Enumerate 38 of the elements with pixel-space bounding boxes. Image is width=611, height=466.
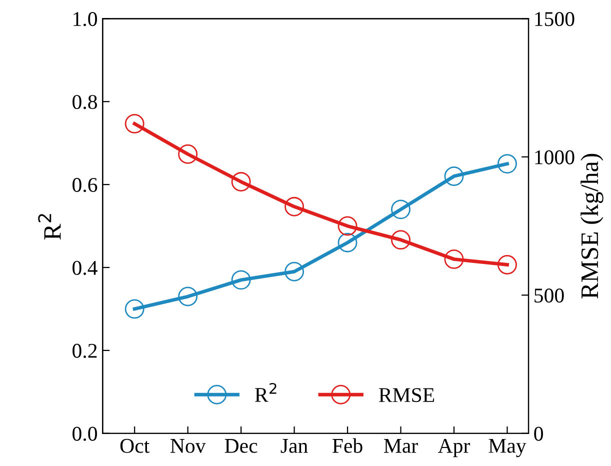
point: [498, 154, 517, 174]
point: [124, 299, 144, 319]
y-tick-label: 0.8: [72, 94, 97, 110]
y-tick-label: 0.4: [72, 260, 98, 276]
point: [231, 172, 251, 192]
legend-label: R$^{2}$: [255, 382, 276, 402]
x-tick-label: Feb: [332, 438, 362, 453]
y2-tick-label: 1500: [535, 12, 574, 26]
point: [338, 216, 358, 236]
y-tick-label: 0.2: [72, 344, 97, 358]
x-tick-label: Oct: [120, 438, 150, 453]
point: [284, 196, 304, 216]
y-tick-label: 1.0: [74, 12, 97, 26]
y2-tick-label: 0: [534, 426, 543, 441]
x-tick-label: Jan: [280, 439, 308, 453]
point: [444, 249, 464, 269]
point: [338, 232, 358, 252]
x-tick-label: Nov: [170, 439, 206, 453]
y-axis-title: R$^{2}$: [38, 214, 61, 240]
x-tick-label: Dec: [224, 439, 258, 453]
point: [498, 254, 517, 274]
point: [124, 114, 144, 134]
x-tick-label: Mar: [384, 439, 418, 453]
point: [231, 270, 251, 290]
y-tick-label: 0.0: [72, 426, 97, 441]
point: [391, 200, 410, 220]
point: [178, 286, 198, 306]
point: [178, 144, 198, 164]
point: [444, 166, 464, 186]
x-tick-label: Apr: [438, 438, 470, 458]
x-tick-label: May: [488, 438, 526, 458]
legend-label: RMSE: [378, 388, 434, 402]
y2-axis-title: RMSE (kg/ha): [580, 154, 604, 299]
y2-tick-label: 1000: [535, 150, 574, 164]
point: [284, 262, 304, 282]
point: [391, 230, 410, 250]
y2-tick-label: 500: [534, 288, 564, 303]
y-tick-label: 0.6: [72, 178, 98, 192]
